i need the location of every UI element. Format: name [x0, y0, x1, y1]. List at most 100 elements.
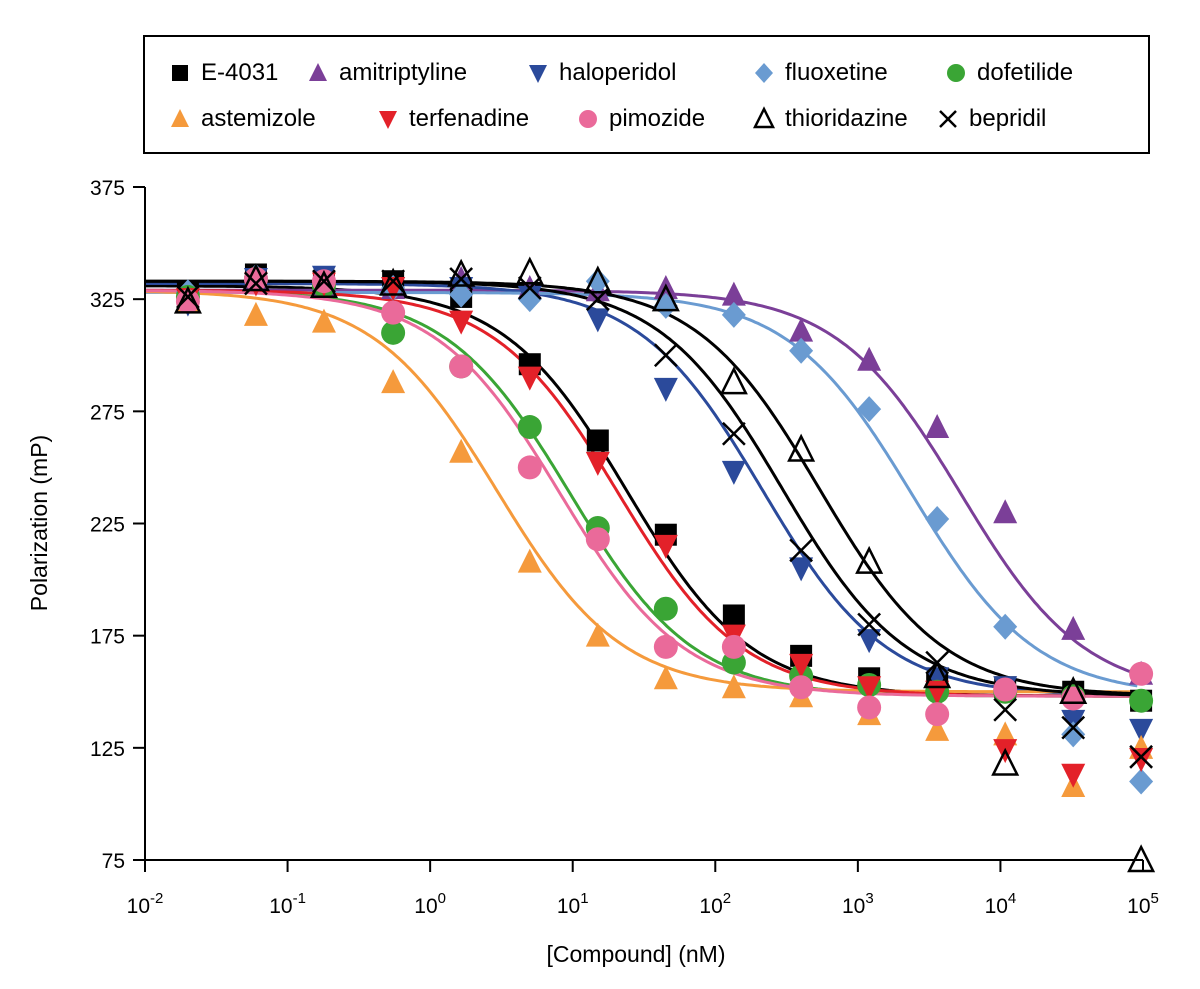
y-ticks: 75 125 175 225 275 325 375: [90, 177, 145, 873]
legend-label: dofetilide: [977, 59, 1074, 86]
legend-marker-icon: [939, 110, 957, 128]
legend-label: E-4031: [201, 59, 279, 86]
data-point-terfenadine: [517, 366, 542, 391]
data-point-amitriptyline: [1061, 615, 1086, 640]
data-point-fluoxetine: [721, 301, 746, 328]
data-point-pimozide: [789, 675, 814, 700]
fit-curve-thioridazine: [145, 279, 1138, 696]
legend-marker-icon: [529, 65, 547, 83]
y-axis-label: Polarization (mP): [26, 435, 52, 611]
data-point-pimozide: [1129, 661, 1154, 686]
data-point-fluoxetine: [1061, 721, 1086, 748]
data-point-bepridil: [585, 287, 610, 312]
data-point-haloperidol: [857, 629, 882, 654]
data-point-thioridazine: [719, 366, 748, 395]
data-point-fluoxetine: [925, 506, 950, 533]
data-point-e-4031: [586, 429, 609, 452]
legend-item-astemizole: astemizole: [167, 99, 316, 139]
data-point-bepridil: [1129, 744, 1153, 769]
data-point-bepridil: [857, 612, 882, 637]
legend-row: astemizole terfenadine pimozide thioridazin…: [145, 99, 1148, 139]
data-point-fluoxetine: [449, 281, 474, 308]
y-tick-label: 325: [90, 289, 125, 312]
legend-marker-icon: [752, 106, 776, 129]
data-point-pimozide: [243, 266, 268, 291]
data-point-haloperidol: [789, 557, 814, 582]
legend-item-terfenadine: terfenadine: [375, 99, 529, 139]
x-tick-label: 102: [699, 890, 731, 918]
data-point-bepridil: [653, 343, 678, 368]
x-tick-label: 103: [842, 890, 874, 918]
legend-item-e-4031: E-4031: [167, 53, 278, 93]
data-point-haloperidol: [1129, 718, 1154, 743]
fit-curve-pimozide: [145, 289, 1138, 698]
data-point-bepridil: [244, 271, 268, 296]
legend: E-4031 amitriptyline haloperidol fluoxetine…: [143, 35, 1150, 154]
legend-marker-icon: [171, 109, 189, 127]
data-point-thioridazine: [787, 433, 816, 462]
data-point-dofetilide: [517, 415, 542, 440]
data-point-thioridazine: [379, 267, 408, 296]
data-point-astemizole: [449, 438, 474, 463]
data-point-astemizole: [721, 674, 746, 699]
data-point-bepridil: [1061, 715, 1086, 740]
data-point-fluoxetine: [857, 396, 882, 423]
data-point-thioridazine: [651, 283, 680, 312]
data-point-dofetilide: [381, 320, 406, 345]
data-point-pimozide: [381, 300, 406, 325]
data-point-pimozide: [449, 354, 474, 379]
data-point-astemizole: [311, 308, 336, 333]
legend-marker-icon: [309, 63, 327, 81]
legend-label: haloperidol: [559, 59, 677, 86]
data-point-thioridazine: [1059, 675, 1088, 704]
legend-label: astemizole: [201, 105, 316, 132]
data-point-thioridazine: [173, 285, 202, 314]
data-point-pimozide: [1061, 686, 1086, 711]
data-point-amitriptyline: [925, 414, 950, 439]
legend-item-bepridil: bepridil: [935, 99, 1046, 139]
data-point-bepridil: [312, 269, 336, 294]
data-point-bepridil: [789, 538, 814, 563]
data-point-pimozide: [993, 677, 1018, 702]
legend-marker-icon: [755, 63, 773, 83]
x-tick-label: 101: [557, 890, 589, 918]
y-tick-label: 125: [90, 738, 125, 761]
x-tick-label: 100: [414, 890, 446, 918]
data-point-pimozide: [857, 695, 882, 720]
legend-item-pimozide: pimozide: [575, 99, 705, 139]
data-point-e-4031: [722, 604, 745, 627]
data-points: [173, 256, 1156, 873]
data-point-pimozide: [585, 527, 610, 552]
legend-marker-icon: [172, 65, 188, 81]
legend-item-fluoxetine: fluoxetine: [751, 53, 888, 93]
data-point-haloperidol: [585, 308, 610, 333]
data-point-pimozide: [653, 634, 678, 659]
fit-curve-terfenadine: [145, 288, 1138, 698]
data-point-fluoxetine: [1129, 768, 1154, 795]
legend-label: terfenadine: [409, 105, 530, 132]
data-point-bepridil: [176, 285, 200, 309]
y-tick-label: 175: [90, 626, 125, 649]
legend-label: amitriptyline: [339, 59, 468, 86]
data-point-terfenadine: [585, 451, 610, 476]
x-tick-label: 10-1: [269, 890, 306, 918]
fit-curve-amitriptyline: [145, 288, 1138, 676]
data-point-astemizole: [517, 548, 542, 573]
y-tick-label: 275: [90, 401, 125, 424]
legend-item-haloperidol: haloperidol: [525, 53, 676, 93]
data-point-thioridazine: [991, 747, 1020, 776]
data-point-dofetilide: [653, 596, 678, 621]
data-point-bepridil: [721, 421, 746, 446]
data-point-bepridil: [925, 650, 950, 675]
x-ticks: 10-2 10-1 100 101 102 103 104 105: [127, 860, 1159, 918]
data-point-terfenadine: [449, 310, 474, 335]
legend-label: fluoxetine: [785, 59, 888, 86]
legend-row: E-4031 amitriptyline haloperidol fluoxetine…: [145, 53, 1148, 93]
data-point-thioridazine: [309, 269, 338, 298]
data-point-thioridazine: [515, 256, 544, 285]
fit-curve-bepridil: [145, 279, 1138, 697]
data-point-terfenadine: [857, 676, 882, 701]
data-point-terfenadine: [789, 653, 814, 678]
data-point-astemizole: [653, 665, 678, 690]
